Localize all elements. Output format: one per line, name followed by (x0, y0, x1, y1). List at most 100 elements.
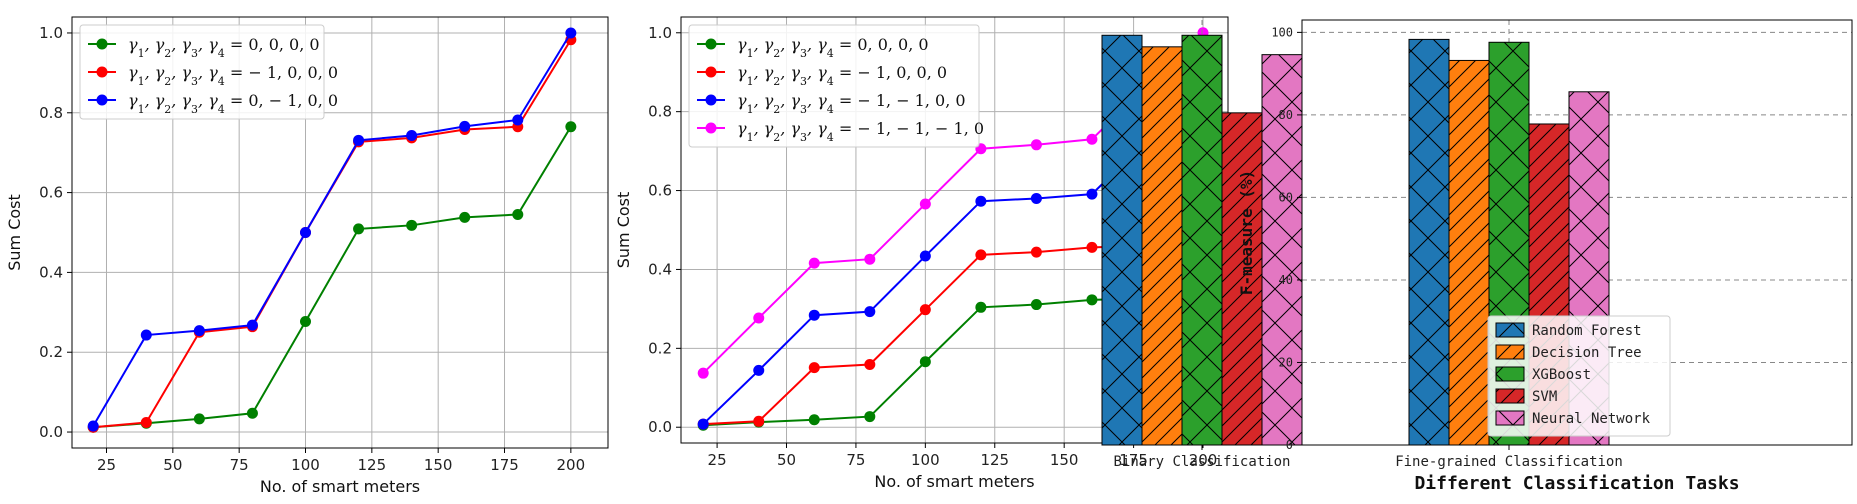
data-point (808, 414, 820, 426)
legend-subscript: 2 (773, 103, 780, 116)
legend-gamma: γ (764, 63, 774, 82)
legend-gamma: γ (181, 91, 191, 110)
legend-subscript: 3 (800, 103, 807, 116)
data-point (140, 416, 152, 428)
data-point (1030, 139, 1042, 151)
legend-subscript: 2 (164, 47, 171, 60)
legend-entry: γ1, γ2, γ3, γ4 = − 1, − 1, − 1, 0 (737, 119, 984, 144)
legend-text-part: , (198, 35, 208, 54)
data-point (808, 257, 820, 269)
legend: γ1, γ2, γ3, γ4 = 0, 0, 0, 0γ1, γ2, γ3, γ… (79, 24, 338, 120)
legend-text-part: = 0, − 1, 0, 0 (225, 91, 338, 110)
y-tick-label: 0.4 (39, 263, 63, 281)
data-point (753, 364, 765, 376)
y-tick-label: 1.0 (39, 24, 63, 42)
legend-marker (96, 94, 108, 106)
data-point (353, 223, 365, 235)
x-tick-label: Fine-grained Classification (1395, 454, 1623, 470)
legend-gamma: γ (128, 91, 138, 110)
y-tick-label: 0.0 (39, 423, 63, 441)
data-point (975, 301, 987, 313)
x-tick-label: 25 (708, 451, 727, 469)
legend-text-part: , (807, 35, 817, 54)
y-tick-label: 0 (1286, 438, 1293, 452)
x-tick-label: 100 (291, 456, 320, 474)
x-tick-label: 150 (424, 456, 453, 474)
data-point (753, 312, 765, 324)
y-tick-label: 100 (1271, 25, 1293, 39)
legend-swatch-hatch (1496, 389, 1524, 403)
x-axis-label: Different Classification Tasks (1414, 473, 1739, 494)
legend-swatch-outline (1495, 366, 1525, 382)
legend-text-part: = − 1, 0, 0, 0 (225, 63, 338, 82)
legend-text-part: , (754, 91, 764, 110)
legend-entry: Random Forest (1532, 323, 1642, 339)
data-point (193, 325, 205, 337)
data-point (864, 253, 876, 265)
y-tick-label: 60 (1279, 190, 1293, 204)
legend-box (688, 24, 980, 148)
legend-swatch-hatch (1496, 411, 1524, 425)
bar-0-1 (1141, 46, 1183, 446)
data-point (1030, 299, 1042, 311)
legend-gamma: γ (208, 35, 218, 54)
x-tick-label: 25 (97, 456, 116, 474)
legend-subscript: 4 (218, 103, 225, 116)
data-point (300, 315, 312, 327)
legend-gamma: γ (790, 119, 800, 138)
legend-gamma: γ (790, 91, 800, 110)
data-point (140, 329, 152, 341)
data-point (459, 120, 471, 132)
legend-gamma: γ (128, 63, 138, 82)
legend-text-part: , (171, 91, 181, 110)
legend-box (1487, 315, 1671, 437)
legend-text-part: , (145, 91, 155, 110)
x-tick-label: 75 (230, 456, 249, 474)
legend-entry: XGBoost (1532, 367, 1591, 383)
legend-text-part: , (145, 35, 155, 54)
legend-entry: γ1, γ2, γ3, γ4 = 0, − 1, 0, 0 (128, 91, 338, 116)
bar-hatch (1142, 46, 1182, 446)
y-tick-label: 0.8 (39, 104, 63, 122)
bar-0-4 (1261, 54, 1303, 446)
plot-frame (71, 16, 609, 449)
legend: Random Forest Decision Tree XGBoost SVM Neur… (1487, 315, 1671, 437)
data-point (87, 420, 99, 432)
x-tick-label: 75 (846, 451, 865, 469)
legend-subscript: 2 (773, 75, 780, 88)
legend-swatch-outline (1495, 344, 1525, 360)
bar-0-3 (1221, 112, 1263, 446)
data-point (1030, 246, 1042, 258)
legend-marker (705, 122, 717, 134)
legend-gamma: γ (790, 35, 800, 54)
legend-gamma: γ (155, 63, 165, 82)
bar-hatch (1102, 35, 1142, 445)
legend-subscript: 1 (747, 75, 754, 88)
legend-swatch-hatch (1496, 323, 1524, 337)
data-point (919, 198, 931, 210)
series-2 (87, 27, 577, 432)
bar-hatch (1449, 60, 1489, 446)
y-axis-label: F-measure (%) (1237, 170, 1256, 295)
data-point (919, 304, 931, 316)
y-tick-label: 0.2 (39, 343, 63, 361)
legend-subscript: 2 (773, 47, 780, 60)
legend-gamma: γ (155, 91, 165, 110)
bar-hatch (1182, 35, 1222, 445)
legend-marker (705, 66, 717, 78)
legend-subscript: 3 (191, 47, 198, 60)
legend-subscript: 4 (827, 47, 834, 60)
legend-text-part: , (198, 91, 208, 110)
series-line (92, 32, 572, 427)
legend-entry: γ1, γ2, γ3, γ4 = − 1, 0, 0, 0 (128, 63, 338, 88)
data-point (808, 309, 820, 321)
legend-entry: SVM (1532, 389, 1557, 405)
legend-subscript: 2 (773, 131, 780, 144)
legend-subscript: 1 (747, 103, 754, 116)
legend-gamma: γ (208, 91, 218, 110)
x-tick-label: Binary Classification (1113, 454, 1290, 470)
y-tick-label: 0.0 (648, 418, 672, 436)
data-point (353, 134, 365, 146)
bar-1-1 (1448, 59, 1490, 446)
legend-marker (705, 94, 717, 106)
